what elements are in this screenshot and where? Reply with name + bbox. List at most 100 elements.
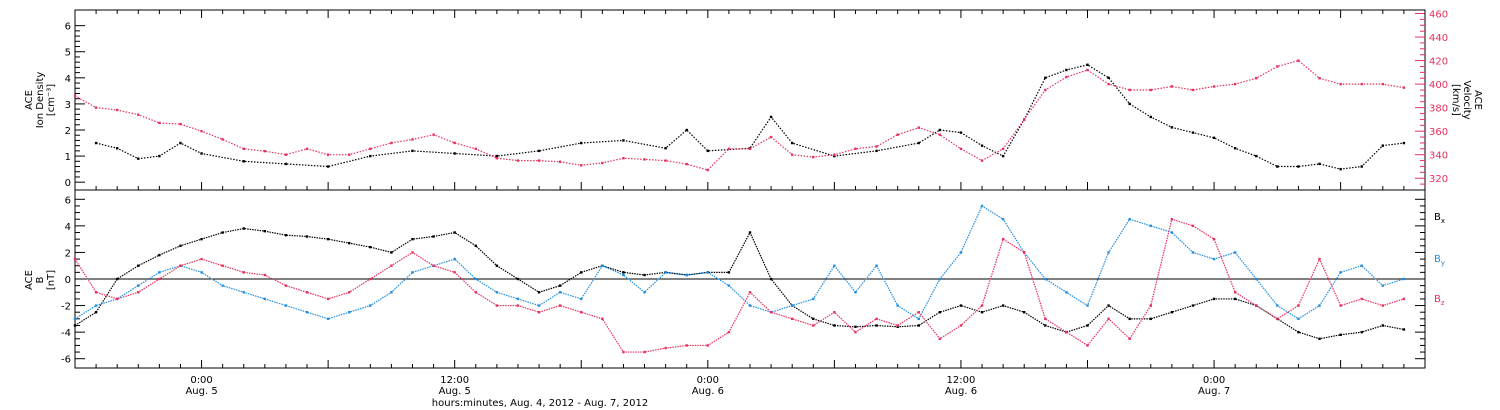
By-point — [73, 317, 77, 321]
velocity-point — [1339, 82, 1342, 86]
density-axis-label-line: [cm⁻³] — [46, 84, 57, 116]
By-point — [537, 304, 541, 307]
By-point — [200, 271, 203, 274]
velocity-point — [896, 133, 899, 136]
density-point — [1402, 141, 1406, 145]
velocity-point — [1191, 88, 1195, 92]
Bz-point — [580, 311, 583, 314]
velocity-point — [854, 147, 857, 151]
Bz-point — [622, 350, 625, 354]
velocity-point — [727, 147, 731, 151]
velocity-point — [959, 147, 963, 151]
Bz-point — [1170, 218, 1174, 221]
density-point — [200, 152, 203, 155]
Bz-point — [1276, 317, 1279, 321]
Bx-point — [727, 271, 731, 274]
density-point — [115, 147, 119, 150]
velocity-point — [1212, 85, 1216, 88]
Bz-point — [1339, 304, 1342, 307]
Bz-point — [1360, 297, 1363, 301]
Bz-point — [1297, 304, 1300, 307]
By-point — [390, 291, 393, 294]
x-axis-label: hours:minutes, Aug. 4, 2012 - Aug. 7, 20… — [432, 398, 648, 409]
By-point — [833, 264, 836, 267]
By-point — [1360, 264, 1363, 267]
density-point — [1255, 154, 1258, 158]
legend-main: B — [1434, 294, 1441, 305]
velocity-point — [1381, 82, 1385, 86]
Bx-point — [369, 245, 372, 249]
density-point — [94, 141, 98, 145]
density-point — [179, 141, 182, 145]
velocity-tick-label: 460 — [1429, 10, 1448, 21]
velocity-point — [1318, 77, 1321, 80]
b-tick-label: -6 — [61, 355, 71, 366]
Bx-point — [1402, 328, 1406, 331]
density-point — [158, 154, 161, 158]
Bz-point — [537, 311, 541, 314]
Bz-point — [854, 330, 857, 334]
velocity-point — [453, 141, 456, 145]
By-point — [1318, 304, 1321, 307]
density-point — [1233, 147, 1237, 150]
Bz-point — [348, 291, 351, 294]
By-point — [664, 271, 667, 274]
velocity-point — [221, 138, 224, 141]
Bx-point — [1107, 304, 1110, 307]
By-point — [1107, 251, 1110, 254]
top-frame — [74, 9, 1426, 191]
Bx-point — [242, 227, 245, 230]
Bx-point — [453, 231, 456, 234]
velocity-point — [938, 133, 942, 136]
Bx-point — [516, 277, 520, 281]
Bz-point — [748, 291, 752, 294]
By-point — [411, 271, 414, 274]
velocity-point — [474, 147, 477, 151]
velocity-point — [348, 153, 351, 156]
density-point — [580, 141, 583, 145]
velocity-point — [917, 126, 920, 129]
Bz-point — [706, 344, 710, 347]
Bx-point — [221, 231, 224, 234]
velocity-tick-label: 400 — [1429, 80, 1448, 91]
velocity-point — [685, 162, 688, 166]
Bz-point — [1023, 251, 1026, 254]
density-point — [369, 154, 372, 158]
By-point — [812, 297, 815, 301]
By-point — [1381, 284, 1385, 287]
density-point — [706, 149, 710, 153]
Bx-point — [495, 264, 499, 267]
Bx-point — [1128, 317, 1131, 321]
density-point — [537, 149, 541, 153]
By-point — [558, 291, 562, 294]
Bx-point — [158, 253, 161, 257]
velocity-tick-label: 420 — [1429, 57, 1448, 68]
velocity-point — [706, 168, 710, 172]
density-point — [242, 160, 245, 163]
b-axis-label-line: ACE — [24, 270, 35, 290]
Bx-point — [1360, 330, 1363, 334]
Bz-point — [896, 324, 899, 327]
By-point — [1170, 231, 1174, 234]
velocity-point — [411, 138, 414, 141]
velocity-point — [305, 147, 309, 151]
Bx-point — [1233, 297, 1237, 301]
Bx-point — [137, 264, 140, 267]
velocity-point — [158, 121, 161, 125]
b-axis-label-line: B — [35, 276, 46, 283]
Bz-point — [94, 291, 98, 294]
velocity-point — [769, 135, 773, 139]
density-tick-label: 1 — [65, 152, 71, 163]
By-point — [706, 271, 710, 274]
By-point — [263, 297, 267, 301]
velocity-point — [1044, 88, 1047, 92]
x-tick-time: 0:00 — [190, 375, 212, 386]
velocity-point — [1128, 88, 1131, 92]
x-tick-day: Aug. 6 — [692, 386, 724, 397]
Bx-point — [432, 235, 435, 238]
velocity-point — [1023, 118, 1026, 121]
Bz-point — [1149, 304, 1152, 307]
Bz-point — [558, 304, 562, 307]
Bz-point — [516, 304, 520, 307]
